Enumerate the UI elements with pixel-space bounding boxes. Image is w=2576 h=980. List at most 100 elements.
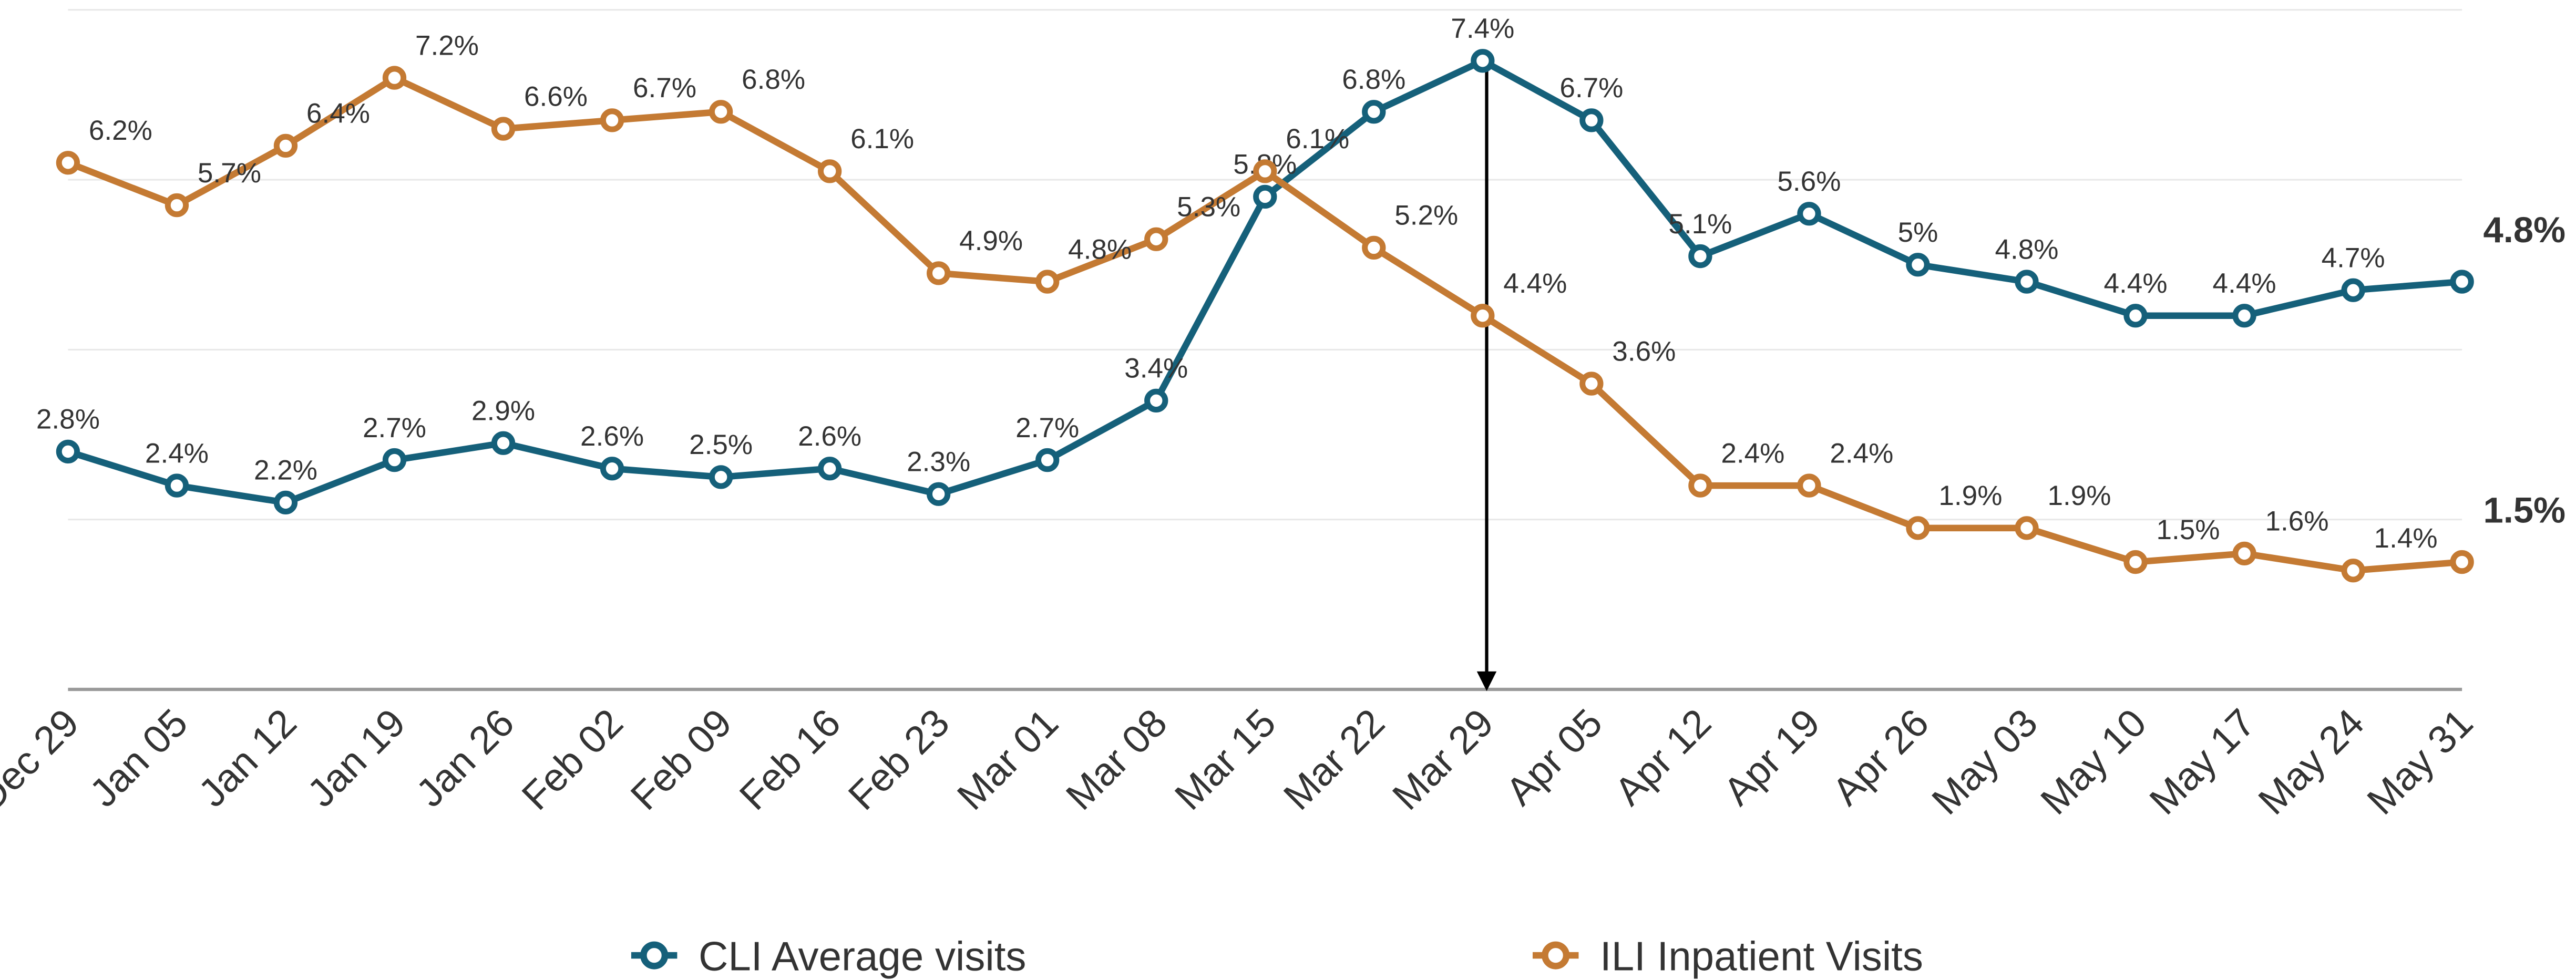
value-label: 4.4%: [1503, 268, 1567, 299]
x-tick-label: May 24: [2250, 700, 2372, 823]
data-point: [2123, 550, 2148, 574]
x-tick-label: Jan 19: [299, 700, 414, 816]
x-tick-label: Jan 05: [81, 700, 196, 816]
value-label: 4.8%: [1995, 234, 2058, 265]
value-label: 6.6%: [524, 81, 588, 112]
data-point: [2123, 304, 2148, 328]
data-point: [2450, 270, 2474, 294]
value-label: 4.8%: [1068, 234, 1132, 265]
value-label: 2.4%: [145, 438, 209, 469]
value-label: 5.6%: [1777, 166, 1841, 197]
data-point: [1035, 448, 1060, 472]
data-point: [273, 133, 298, 158]
value-label: 2.6%: [580, 421, 644, 452]
data-point: [1688, 244, 1712, 269]
series-line: [67, 57, 2462, 506]
value-label: 5%: [1898, 217, 1938, 248]
data-point: [817, 159, 842, 183]
value-label: 2.2%: [254, 455, 317, 486]
x-tick-label: Mar 15: [1166, 700, 1284, 818]
x-tick-label: Feb 23: [840, 700, 958, 818]
legend-label: CLI Average visits: [699, 933, 1026, 979]
value-label: 5.3%: [1177, 192, 1240, 223]
data-point: [2015, 270, 2039, 294]
data-point: [927, 261, 951, 285]
data-point: [1362, 235, 1386, 260]
value-label: 7.4%: [1451, 13, 1514, 44]
data-point: [1253, 184, 1277, 209]
data-point: [1471, 304, 1495, 328]
value-label: 6.7%: [633, 73, 696, 104]
data-point: [2015, 516, 2039, 540]
value-label: 4.4%: [2213, 268, 2276, 299]
value-label: 2.3%: [907, 446, 970, 477]
annotation-arrow: [1476, 60, 1497, 692]
series: 2.8% 2.4% 2.2% 2.7% 2.9% 2.6% 2.5% 2.6% 2.3% 2.7%…: [36, 13, 2566, 583]
value-label: 1.6%: [2265, 506, 2329, 537]
data-point: [709, 100, 733, 124]
value-label: 2.5%: [689, 429, 753, 460]
value-label: 6.1%: [850, 123, 914, 154]
x-tick-label: Mar 01: [949, 700, 1066, 818]
x-tick-label: Apr 26: [1824, 700, 1937, 814]
x-tick-label: May 03: [1923, 700, 2046, 823]
data-point: [1906, 516, 1930, 540]
data-point: [2341, 278, 2365, 302]
data-point: [927, 482, 951, 506]
x-tick-label: Mar 22: [1275, 700, 1393, 818]
data-point: [1144, 388, 1168, 413]
value-label: 5.7%: [198, 158, 261, 189]
x-tick-label: May 31: [2358, 700, 2481, 823]
value-label: 6.8%: [742, 64, 805, 95]
x-tick-label: Dec 29: [0, 700, 87, 820]
value-label: 2.6%: [798, 421, 861, 452]
data-point: [1579, 108, 1604, 132]
value-label: 6.7%: [1559, 73, 1623, 104]
data-point: [2232, 541, 2256, 566]
data-point: [1688, 473, 1712, 498]
x-tick-label: Mar 08: [1058, 700, 1175, 818]
value-label: 2.7%: [1015, 412, 1079, 443]
data-point: [1471, 49, 1495, 73]
value-label: 4.7%: [2322, 243, 2385, 274]
x-tick-label: Apr 05: [1497, 700, 1611, 814]
x-tick-label: Apr 19: [1715, 700, 1829, 814]
data-point: [2341, 559, 2365, 583]
data-point: [1579, 372, 1604, 396]
value-label: 1.5%: [2156, 514, 2220, 545]
value-label: 1.5%: [2483, 490, 2566, 531]
x-tick-label: Feb 09: [622, 700, 740, 818]
value-label: 1.4%: [2374, 523, 2438, 554]
data-point: [56, 151, 80, 175]
value-label: 2.4%: [1830, 438, 1893, 469]
value-label: 4.9%: [959, 225, 1023, 256]
value-label: 6.4%: [306, 98, 370, 129]
value-label: 4.4%: [2104, 268, 2168, 299]
data-point: [1144, 227, 1168, 251]
legend: CLI Average visits ILI Inpatient Visits: [631, 933, 1923, 979]
value-label: 2.4%: [1721, 438, 1784, 469]
value-label: 6.1%: [1286, 123, 1349, 154]
data-point: [1797, 473, 1821, 498]
data-point: [1906, 253, 1930, 277]
x-tick-label: Jan 12: [190, 700, 305, 816]
value-label: 6.8%: [1342, 64, 1405, 95]
value-label: 5.1%: [1668, 209, 1732, 240]
grid: [68, 9, 2462, 692]
value-label: 2.9%: [471, 395, 535, 426]
data-point: [1797, 202, 1821, 226]
data-point: [56, 439, 80, 464]
data-point: [1253, 159, 1277, 183]
value-label: 1.9%: [2047, 480, 2111, 511]
value-label: 7.2%: [415, 30, 479, 61]
data-point: [491, 431, 516, 455]
data-point: [1035, 270, 1060, 294]
data-point: [273, 490, 298, 515]
legend-label: ILI Inpatient Visits: [1600, 933, 1923, 979]
legend-marker: [640, 941, 669, 969]
data-point: [600, 108, 624, 132]
x-tick-label: Apr 12: [1606, 700, 1720, 814]
value-label: 4.8%: [2483, 210, 2566, 250]
